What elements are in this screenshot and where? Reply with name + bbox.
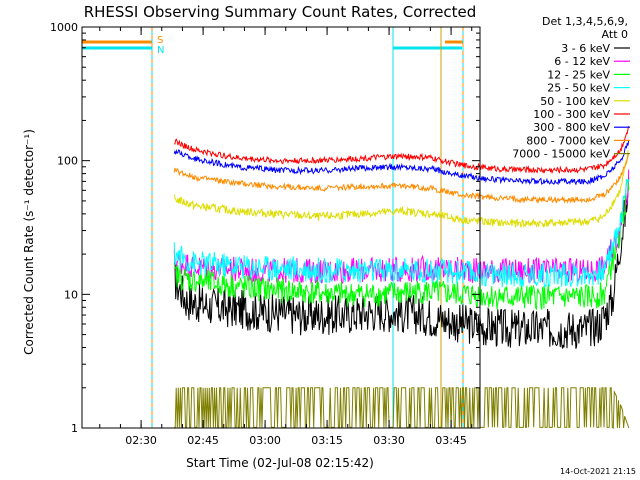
legend-label: 12 - 25 keV xyxy=(547,68,610,81)
plot-area: SN xyxy=(82,27,464,428)
x-tick-label: 02:30 xyxy=(125,434,157,447)
flag-label-n: N xyxy=(157,45,164,56)
y-tick-label: 1000 xyxy=(50,21,78,34)
legend-label: 300 - 800 keV xyxy=(533,121,610,134)
legend-label: 7000 - 15000 keV xyxy=(512,148,610,161)
y-axis-label: Corrected Count Rate (s⁻¹ detector⁻¹) xyxy=(22,129,36,355)
series-line xyxy=(174,387,630,429)
axes: 1 10 100 1000 02:30 02:45 03:00 03:15 03:30 03:45 xyxy=(50,21,481,447)
series-line xyxy=(173,178,630,289)
x-axis-label: Start Time (02-Jul-08 02:15:42) xyxy=(186,456,374,470)
y-tick-label: 1 xyxy=(71,422,78,435)
x-tick-label: 03:00 xyxy=(249,434,281,447)
legend-label: 50 - 100 keV xyxy=(540,95,610,108)
legend-label: 3 - 6 keV xyxy=(561,42,610,55)
series-line xyxy=(173,139,630,186)
x-tick-label: 03:30 xyxy=(373,434,405,447)
data-layer xyxy=(173,125,630,429)
x-tick-label: 03:15 xyxy=(311,434,343,447)
y-tick-label: 10 xyxy=(64,288,78,301)
footer-date: 14-Oct-2021 21:15 xyxy=(560,467,636,476)
flag-label-s: S xyxy=(157,35,163,46)
legend-label: 6 - 12 keV xyxy=(554,55,610,68)
legend-label: 25 - 50 keV xyxy=(547,82,610,95)
legend-label: 800 - 7000 keV xyxy=(526,134,610,147)
x-tick-label: 02:45 xyxy=(187,434,219,447)
series-line xyxy=(173,179,630,311)
series-line xyxy=(174,125,630,175)
x-tick-label: 03:45 xyxy=(435,434,467,447)
series-line xyxy=(173,152,630,205)
series-line xyxy=(173,150,629,229)
legend-header-line1: Det 1,3,4,5,6,9, xyxy=(542,15,628,28)
plot-frame xyxy=(81,26,481,429)
chart-title: RHESSI Observing Summary Count Rates, Co… xyxy=(84,3,477,21)
y-tick-label: 100 xyxy=(57,155,78,168)
legend-label: 100 - 300 keV xyxy=(533,108,610,121)
legend-header-line2: Att 0 xyxy=(602,28,628,41)
